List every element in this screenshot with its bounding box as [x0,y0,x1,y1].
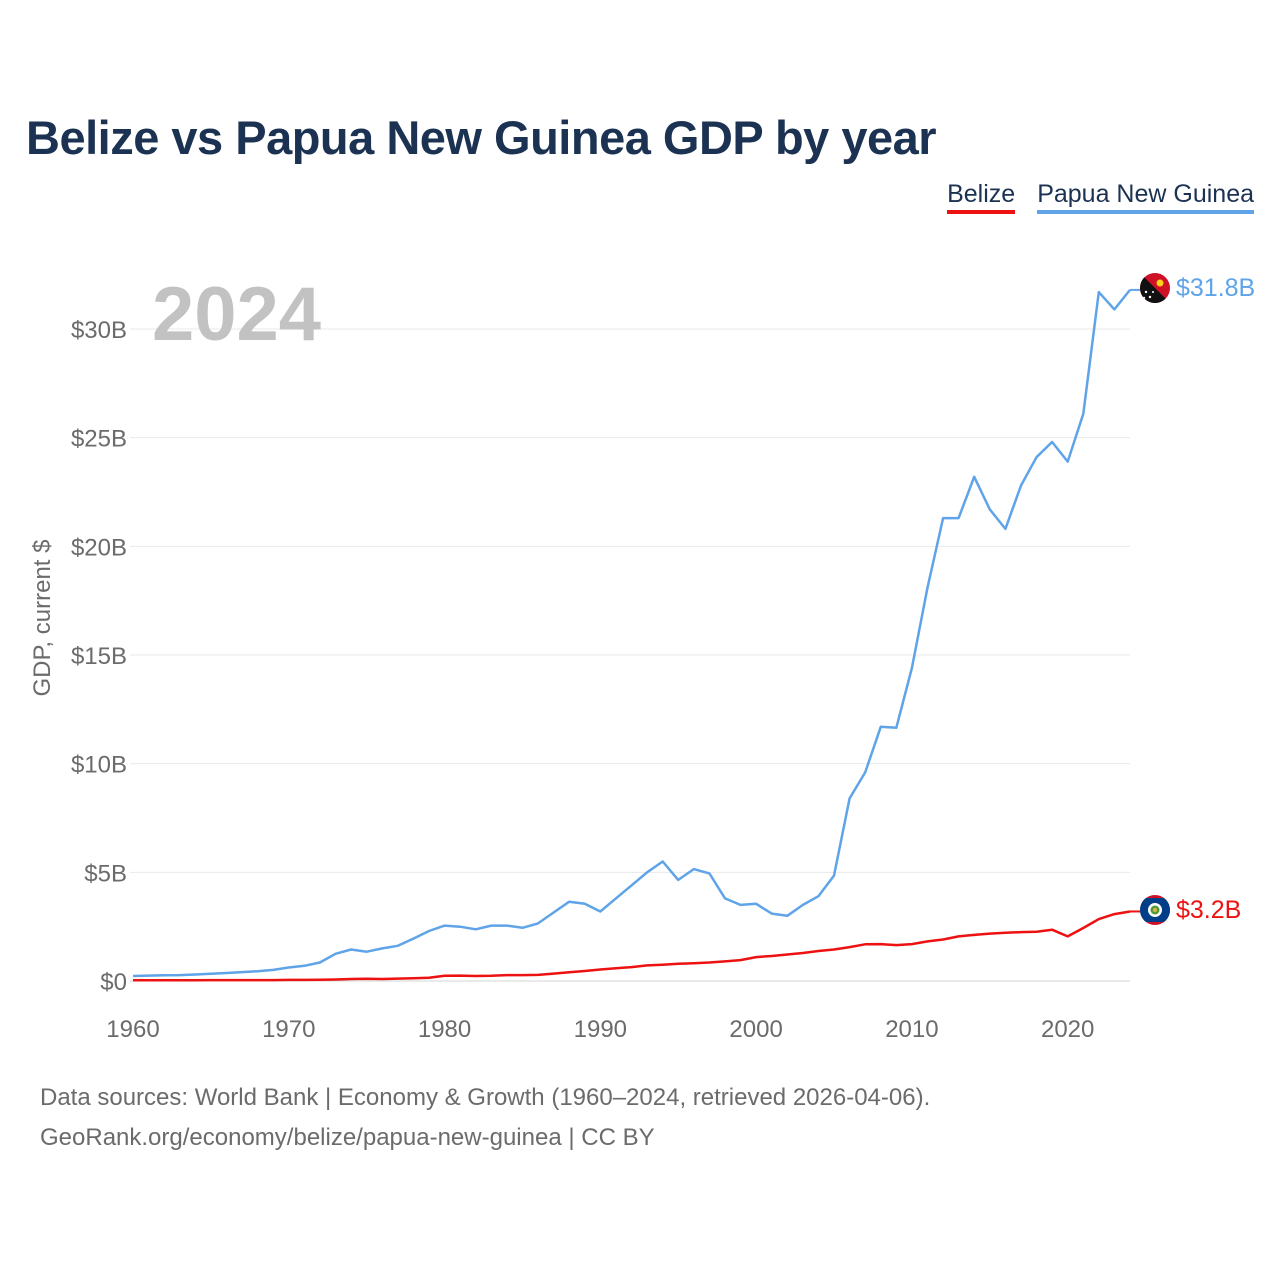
grid-lines [130,328,1130,982]
credit-link[interactable]: GeoRank.org/economy/belize/papua-new-gui… [40,1124,655,1151]
y-tick-label: $20B [71,534,127,561]
y-tick-label: $15B [71,643,127,670]
series-line-belize [133,910,1131,982]
y-tick-label: $10B [71,752,127,779]
x-axis-ticks: 1960 1970 1980 1990 2000 2010 2020 [106,1016,1094,1043]
y-axis-label: GDP, current $ [29,540,56,697]
x-tick-label: 1990 [574,1016,627,1043]
legend: Belize Papua New Guinea [947,180,1254,214]
y-axis-ticks: $0 $5B $10B $15B $20B $25B $30B [71,317,127,996]
y-tick-label: $30B [71,317,127,344]
year-watermark: 2024 [152,272,321,357]
end-value-label-papua-new-guinea: $31.8B [1176,274,1255,302]
line-chart: 2024 $0$5B$10B$15B$20B$25B$30B 1960 1970 1… [29,272,1255,1043]
x-tick-label: 1980 [418,1016,471,1043]
data-source-note: Data sources: World Bank | Economy & Gro… [40,1084,931,1111]
end-value-label-belize: $3.2B [1176,896,1241,924]
x-tick-label: 2010 [885,1016,938,1043]
series-line-papua-new-guinea [132,289,1131,978]
y-tick-label: $25B [71,426,127,453]
legend-item-papua-new-guinea[interactable]: Papua New Guinea [1037,180,1254,214]
belize-flag-icon [1140,895,1170,925]
chart-title: Belize vs Papua New Guinea GDP by year [26,111,937,164]
x-tick-label: 1970 [262,1016,315,1043]
x-tick-label: 1960 [106,1016,159,1043]
legend-item-belize[interactable]: Belize [947,180,1016,214]
papua-new-guinea-flag-icon [1140,273,1170,303]
x-tick-label: 2000 [729,1016,782,1043]
x-tick-label: 2020 [1041,1016,1094,1043]
y-tick-label: $0 [100,969,127,996]
y-tick-label: $5B [84,860,127,887]
series-lines [132,288,1140,982]
